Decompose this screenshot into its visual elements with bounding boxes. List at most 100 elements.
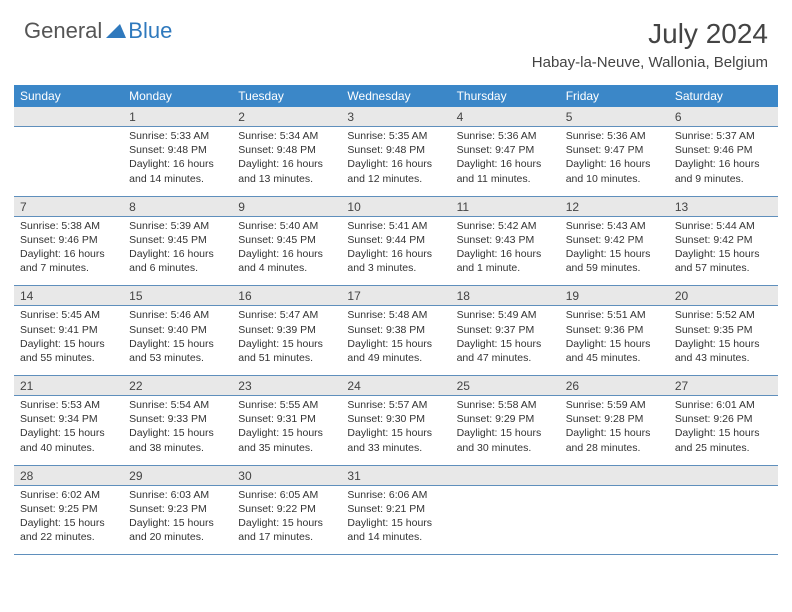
dow-saturday: Saturday xyxy=(669,85,778,107)
sunrise-text: Sunrise: 5:34 AM xyxy=(238,129,335,143)
day-number: 26 xyxy=(560,376,669,395)
sunrise-text: Sunrise: 5:44 AM xyxy=(675,219,772,233)
sunrise-text: Sunrise: 5:36 AM xyxy=(457,129,554,143)
daynum-row: 78910111213 xyxy=(14,197,778,217)
daylight-text: Daylight: 15 hours and 38 minutes. xyxy=(129,426,226,454)
day-cell xyxy=(560,486,669,555)
daylight-text: Daylight: 15 hours and 22 minutes. xyxy=(20,516,117,544)
day-cell: Sunrise: 5:53 AMSunset: 9:34 PMDaylight:… xyxy=(14,396,123,465)
day-number: 24 xyxy=(341,376,450,395)
dow-tuesday: Tuesday xyxy=(232,85,341,107)
sunset-text: Sunset: 9:21 PM xyxy=(347,502,444,516)
sunset-text: Sunset: 9:31 PM xyxy=(238,412,335,426)
daylight-text: Daylight: 15 hours and 30 minutes. xyxy=(457,426,554,454)
sunrise-text: Sunrise: 6:02 AM xyxy=(20,488,117,502)
sunset-text: Sunset: 9:43 PM xyxy=(457,233,554,247)
day-number: 13 xyxy=(669,197,778,216)
sunrise-text: Sunrise: 5:49 AM xyxy=(457,308,554,322)
weeks-container: 123456Sunrise: 5:33 AMSunset: 9:48 PMDay… xyxy=(14,107,778,555)
day-cell: Sunrise: 5:57 AMSunset: 9:30 PMDaylight:… xyxy=(341,396,450,465)
sunset-text: Sunset: 9:39 PM xyxy=(238,323,335,337)
daylight-text: Daylight: 15 hours and 57 minutes. xyxy=(675,247,772,275)
daylight-text: Daylight: 15 hours and 33 minutes. xyxy=(347,426,444,454)
daylight-text: Daylight: 15 hours and 35 minutes. xyxy=(238,426,335,454)
sunrise-text: Sunrise: 5:51 AM xyxy=(566,308,663,322)
sunrise-text: Sunrise: 5:45 AM xyxy=(20,308,117,322)
dow-friday: Friday xyxy=(560,85,669,107)
sunset-text: Sunset: 9:28 PM xyxy=(566,412,663,426)
sunset-text: Sunset: 9:23 PM xyxy=(129,502,226,516)
day-cell xyxy=(669,486,778,555)
day-number: 8 xyxy=(123,197,232,216)
day-number: 6 xyxy=(669,107,778,126)
sunset-text: Sunset: 9:45 PM xyxy=(238,233,335,247)
day-number: 3 xyxy=(341,107,450,126)
sunrise-text: Sunrise: 5:33 AM xyxy=(129,129,226,143)
month-title: July 2024 xyxy=(532,18,768,50)
day-cell xyxy=(451,486,560,555)
sunset-text: Sunset: 9:48 PM xyxy=(238,143,335,157)
sunrise-text: Sunrise: 5:42 AM xyxy=(457,219,554,233)
sunset-text: Sunset: 9:41 PM xyxy=(20,323,117,337)
info-row: Sunrise: 5:45 AMSunset: 9:41 PM Daylight:… xyxy=(14,306,778,376)
daynum-row: 21222324252627 xyxy=(14,376,778,396)
day-number: 29 xyxy=(123,466,232,485)
day-cell: Sunrise: 5:34 AMSunset: 9:48 PMDaylight:… xyxy=(232,127,341,196)
sunset-text: Sunset: 9:48 PM xyxy=(129,143,226,157)
day-number: 9 xyxy=(232,197,341,216)
sunset-text: Sunset: 9:44 PM xyxy=(347,233,444,247)
day-cell: Sunrise: 5:41 AMSunset: 9:44 PMDaylight:… xyxy=(341,217,450,286)
header: General Blue July 2024 Habay-la-Neuve, W… xyxy=(0,0,792,77)
sunrise-text: Sunrise: 5:37 AM xyxy=(675,129,772,143)
sunset-text: Sunset: 9:22 PM xyxy=(238,502,335,516)
daylight-text: Daylight: 15 hours and 40 minutes. xyxy=(20,426,117,454)
daylight-text: Daylight: 16 hours and 6 minutes. xyxy=(129,247,226,275)
sunset-text: Sunset: 9:45 PM xyxy=(129,233,226,247)
sunset-text: Sunset: 9:33 PM xyxy=(129,412,226,426)
day-cell: Sunrise: 5:52 AMSunset: 9:35 PMDaylight:… xyxy=(669,306,778,375)
title-block: July 2024 Habay-la-Neuve, Wallonia, Belg… xyxy=(532,18,768,71)
sunset-text: Sunset: 9:35 PM xyxy=(675,323,772,337)
sunrise-text: Sunrise: 5:43 AM xyxy=(566,219,663,233)
sunrise-text: Sunrise: 5:53 AM xyxy=(20,398,117,412)
day-number: 19 xyxy=(560,286,669,305)
daylight-text: Daylight: 16 hours and 10 minutes. xyxy=(566,157,663,185)
day-number: 27 xyxy=(669,376,778,395)
logo-triangle-icon xyxy=(106,22,126,43)
sunrise-text: Sunrise: 6:03 AM xyxy=(129,488,226,502)
sunset-text: Sunset: 9:46 PM xyxy=(20,233,117,247)
sunrise-text: Sunrise: 5:47 AM xyxy=(238,308,335,322)
sunset-text: Sunset: 9:38 PM xyxy=(347,323,444,337)
day-number: 20 xyxy=(669,286,778,305)
day-number: 12 xyxy=(560,197,669,216)
day-number: 17 xyxy=(341,286,450,305)
daylight-text: Daylight: 15 hours and 28 minutes. xyxy=(566,426,663,454)
sunrise-text: Sunrise: 5:52 AM xyxy=(675,308,772,322)
sunrise-text: Sunrise: 5:39 AM xyxy=(129,219,226,233)
day-cell: Sunrise: 5:45 AMSunset: 9:41 PMDaylight:… xyxy=(14,306,123,375)
daylight-text: Daylight: 15 hours and 14 minutes. xyxy=(347,516,444,544)
day-cell: Sunrise: 6:03 AMSunset: 9:23 PMDaylight:… xyxy=(123,486,232,555)
day-number: 16 xyxy=(232,286,341,305)
sunset-text: Sunset: 9:47 PM xyxy=(566,143,663,157)
sunset-text: Sunset: 9:29 PM xyxy=(457,412,554,426)
sunset-text: Sunset: 9:42 PM xyxy=(566,233,663,247)
sunset-text: Sunset: 9:47 PM xyxy=(457,143,554,157)
dow-thursday: Thursday xyxy=(451,85,560,107)
sunrise-text: Sunrise: 5:35 AM xyxy=(347,129,444,143)
day-cell: Sunrise: 5:36 AMSunset: 9:47 PMDaylight:… xyxy=(451,127,560,196)
day-number: 2 xyxy=(232,107,341,126)
sunrise-text: Sunrise: 5:40 AM xyxy=(238,219,335,233)
sunrise-text: Sunrise: 5:54 AM xyxy=(129,398,226,412)
daylight-text: Daylight: 16 hours and 3 minutes. xyxy=(347,247,444,275)
sunset-text: Sunset: 9:46 PM xyxy=(675,143,772,157)
dow-sunday: Sunday xyxy=(14,85,123,107)
day-cell: Sunrise: 6:05 AMSunset: 9:22 PMDaylight:… xyxy=(232,486,341,555)
day-number xyxy=(451,466,560,485)
daylight-text: Daylight: 15 hours and 45 minutes. xyxy=(566,337,663,365)
day-number: 1 xyxy=(123,107,232,126)
day-number: 14 xyxy=(14,286,123,305)
day-number: 30 xyxy=(232,466,341,485)
day-cell: Sunrise: 5:46 AMSunset: 9:40 PMDaylight:… xyxy=(123,306,232,375)
day-cell: Sunrise: 5:47 AMSunset: 9:39 PMDaylight:… xyxy=(232,306,341,375)
